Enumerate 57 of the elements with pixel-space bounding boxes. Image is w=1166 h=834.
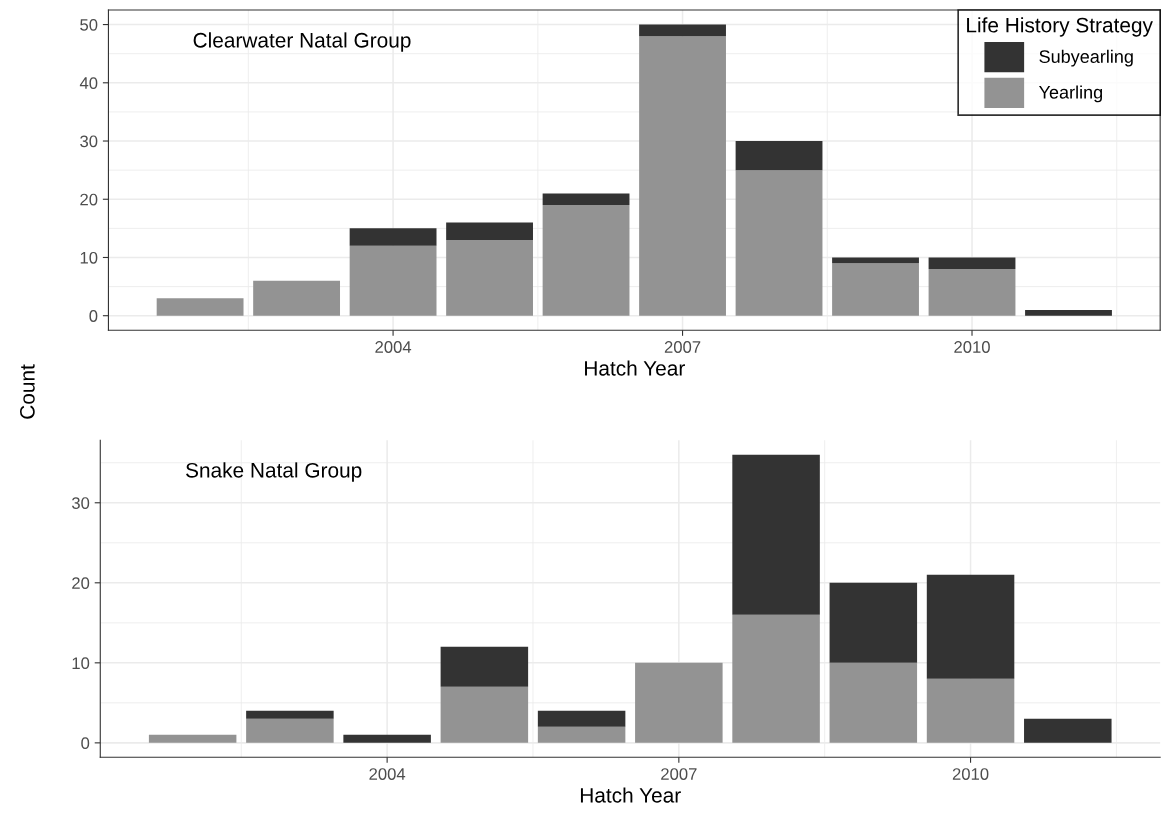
- x-axis-title: Hatch Year: [585, 360, 685, 376]
- bar: [440, 686, 529, 743]
- y-tick-label: 30: [80, 135, 98, 148]
- bar: [156, 298, 244, 316]
- y-tick-label: 10: [72, 657, 90, 670]
- x-tick-label: 2010: [952, 768, 989, 780]
- y-tick-label: 30: [71, 497, 90, 509]
- y-tick-label: 50: [80, 18, 98, 31]
- x-tick-label: 2007: [661, 768, 697, 780]
- annotation: Clearwater Natal Group: [193, 32, 411, 52]
- x-tick-label: 2010: [954, 341, 990, 353]
- bar: [928, 257, 1016, 270]
- bar: [349, 228, 437, 246]
- y-tick-label: 10: [80, 251, 98, 264]
- bar: [1024, 718, 1112, 743]
- y-tick-label: 0: [81, 737, 90, 750]
- legend-label: Yearling: [1038, 85, 1103, 103]
- bar: [446, 222, 533, 241]
- annotation: Snake Natal Group: [186, 462, 362, 482]
- bar: [349, 245, 437, 316]
- bar: [253, 280, 341, 316]
- bar: [928, 269, 1016, 316]
- bar: [246, 718, 334, 743]
- bar: [639, 24, 726, 37]
- bar: [732, 454, 820, 615]
- bar: [735, 170, 823, 316]
- x-tick-label: 2007: [664, 341, 701, 353]
- bar: [537, 710, 626, 727]
- x-tick-label: 2004: [375, 341, 412, 353]
- bar: [732, 614, 820, 743]
- y-tick-label: 0: [89, 310, 98, 322]
- bar: [635, 662, 723, 743]
- bar: [542, 193, 630, 206]
- bar: [832, 263, 919, 316]
- bar: [926, 678, 1015, 743]
- legend-title: Life History Strategy: [967, 17, 1153, 37]
- x-tick-label: 2004: [369, 768, 406, 780]
- legend-label: Subyearling: [1039, 49, 1133, 67]
- bar: [639, 36, 726, 316]
- bar: [829, 662, 918, 743]
- x-axis-title: Hatch Year: [580, 787, 681, 803]
- bar: [829, 582, 918, 663]
- bar: [343, 734, 431, 743]
- y-tick-label: 20: [80, 193, 98, 206]
- bar: [542, 205, 630, 316]
- y-tick-label: 20: [72, 577, 90, 590]
- bar: [537, 726, 626, 743]
- bar: [440, 646, 529, 687]
- bar: [926, 574, 1015, 679]
- bar: [246, 710, 334, 719]
- y-axis-title: Count: [19, 364, 35, 419]
- bar: [446, 240, 533, 316]
- bar: [148, 734, 237, 743]
- bar: [1025, 309, 1112, 316]
- bar: [832, 257, 919, 264]
- y-tick-label: 40: [79, 77, 98, 89]
- bar: [735, 141, 823, 171]
